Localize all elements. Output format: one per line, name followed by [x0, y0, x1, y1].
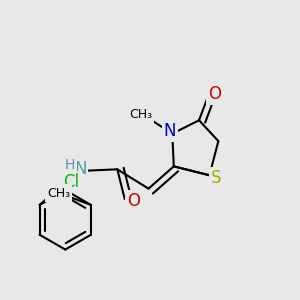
Text: S: S: [211, 169, 221, 187]
Text: N: N: [164, 122, 176, 140]
Text: H: H: [64, 158, 75, 172]
Text: O: O: [127, 191, 140, 209]
Text: Cl: Cl: [64, 173, 80, 191]
Text: O: O: [208, 85, 221, 103]
Text: N: N: [74, 160, 86, 178]
Text: CH₃: CH₃: [47, 187, 70, 200]
Text: CH₃: CH₃: [129, 108, 152, 121]
